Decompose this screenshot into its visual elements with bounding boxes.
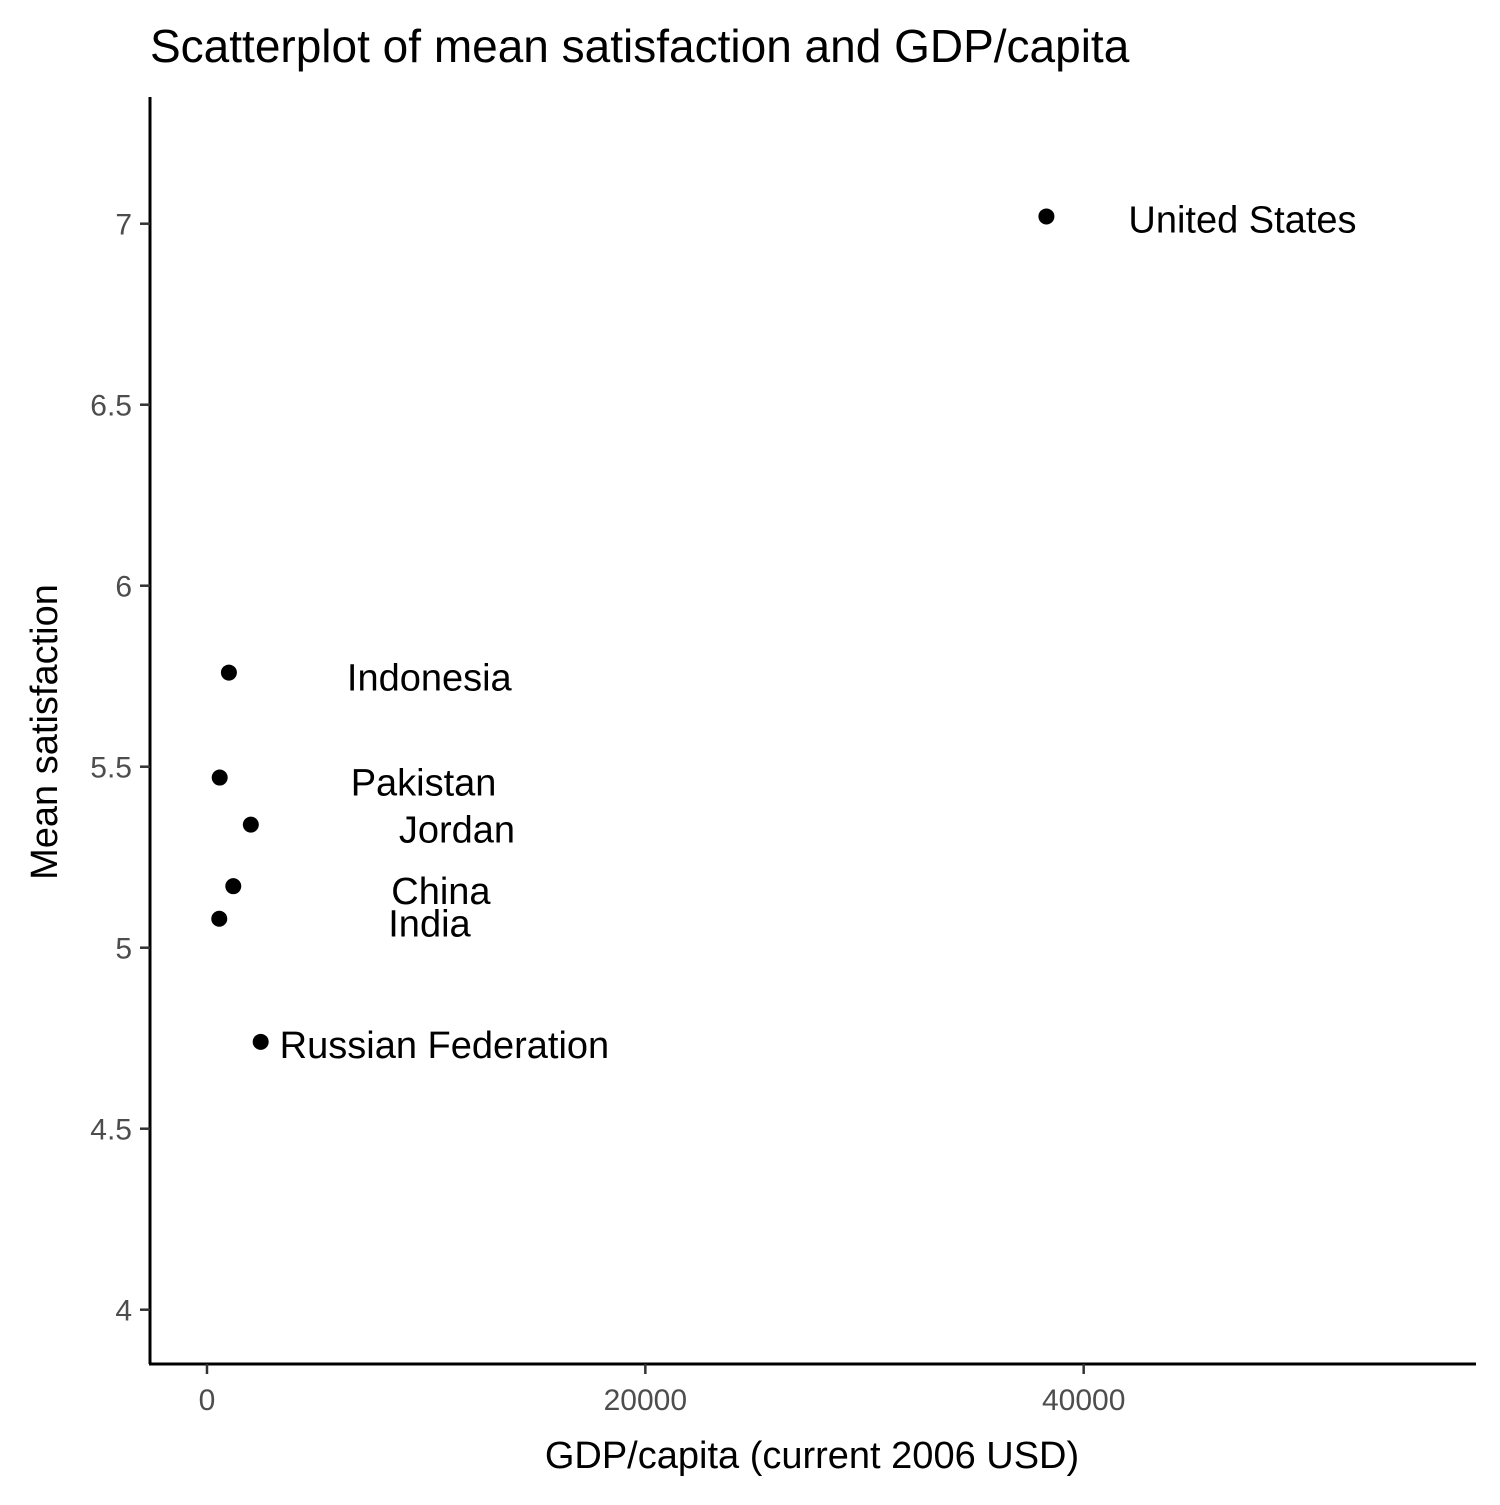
data-point xyxy=(220,664,237,681)
point-labels: United States Indonesia Pakistan Jordan Chin… xyxy=(280,199,1357,1066)
point-label: Jordan xyxy=(399,810,515,852)
x-tick-label: 0 xyxy=(199,1384,216,1417)
x-axis-ticks: 0 20000 40000 xyxy=(199,1364,1125,1417)
data-point xyxy=(252,1033,269,1050)
point-label: Pakistan xyxy=(351,763,497,805)
y-tick-label: 5.5 xyxy=(90,752,132,785)
y-tick-label: 5 xyxy=(115,933,132,966)
point-label: China xyxy=(391,871,491,913)
x-tick-label: 20000 xyxy=(604,1384,687,1417)
point-label: United States xyxy=(1128,199,1356,241)
y-tick-label: 7 xyxy=(115,209,132,242)
y-axis-ticks: 4 4.5 5 5.5 6 6.5 7 xyxy=(90,209,150,1328)
data-point xyxy=(211,910,228,927)
x-tick-label: 40000 xyxy=(1042,1384,1125,1417)
x-axis-title: GDP/capita (current 2006 USD) xyxy=(545,1435,1079,1477)
point-label: Russian Federation xyxy=(280,1025,610,1067)
y-tick-label: 6.5 xyxy=(90,390,132,423)
data-point xyxy=(242,816,259,833)
data-points xyxy=(211,208,1055,1050)
data-point xyxy=(225,878,242,895)
y-tick-label: 4 xyxy=(115,1295,132,1328)
data-point xyxy=(1038,208,1055,225)
chart-title: Scatterplot of mean satisfaction and GDP… xyxy=(150,20,1130,72)
data-point xyxy=(211,769,228,786)
y-axis-title: Mean satisfaction xyxy=(24,584,66,880)
y-tick-label: 4.5 xyxy=(90,1114,132,1147)
point-label: Indonesia xyxy=(347,658,513,700)
point-label: India xyxy=(388,904,471,946)
y-tick-label: 6 xyxy=(115,571,132,604)
